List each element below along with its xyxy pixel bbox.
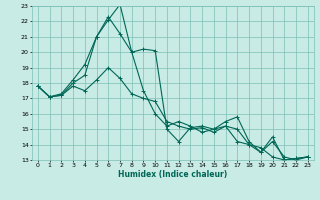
- X-axis label: Humidex (Indice chaleur): Humidex (Indice chaleur): [118, 170, 228, 179]
